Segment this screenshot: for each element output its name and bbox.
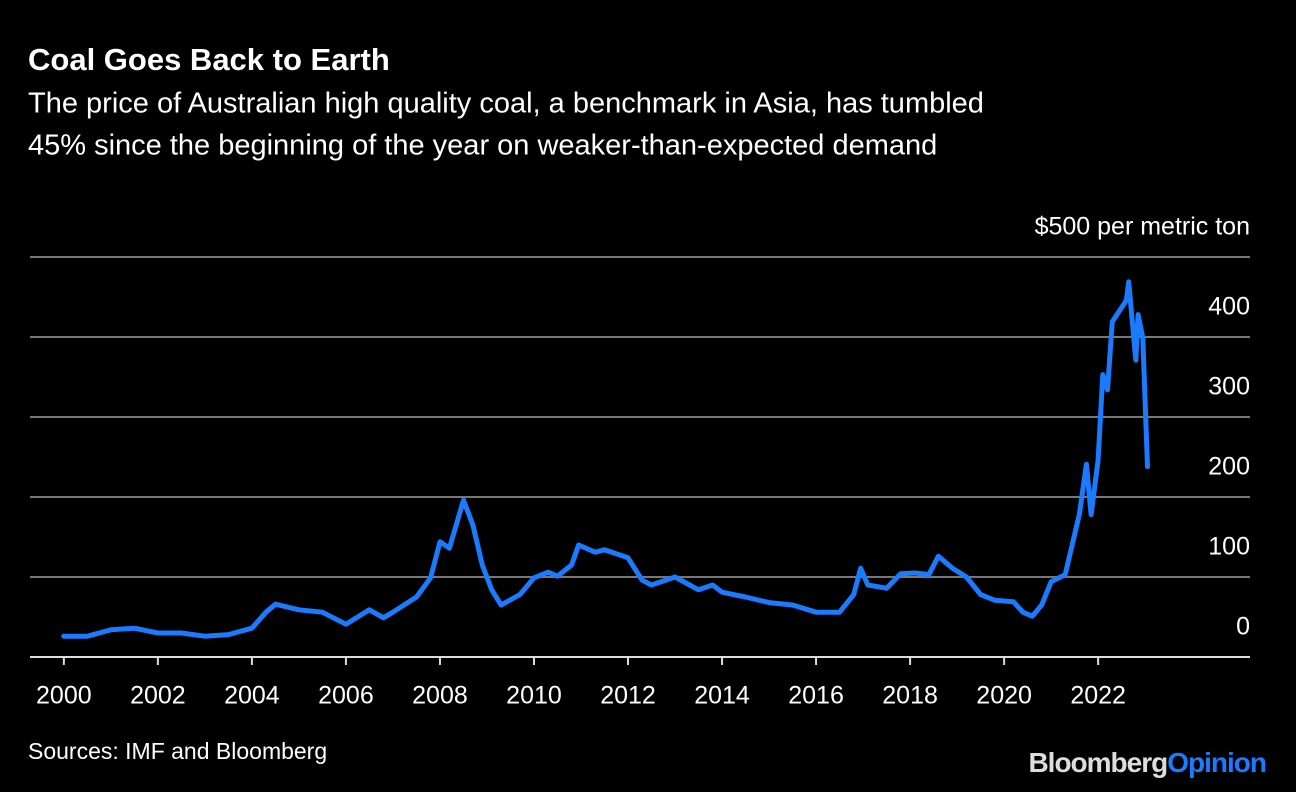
y-tick-label: 400 bbox=[1208, 293, 1250, 321]
y-tick-label: 300 bbox=[1208, 373, 1250, 401]
x-tick-label: 2020 bbox=[976, 682, 1032, 710]
chart-title: Coal Goes Back to Earth bbox=[28, 42, 390, 77]
brand: Bloomberg bbox=[1028, 747, 1167, 778]
y-tick-label: 0 bbox=[1236, 613, 1250, 641]
x-tick-label: 2014 bbox=[694, 682, 750, 710]
x-tick-label: 2016 bbox=[788, 682, 844, 710]
brand-logo: BloombergOpinion bbox=[1028, 747, 1266, 778]
x-tick-label: 2004 bbox=[224, 682, 280, 710]
x-tick-label: 2006 bbox=[318, 682, 374, 710]
x-tick-label: 2022 bbox=[1070, 682, 1126, 710]
chart-subtitle: 45% since the beginning of the year on w… bbox=[28, 130, 937, 162]
y-tick-label: 200 bbox=[1208, 453, 1250, 481]
x-tick-label: 2008 bbox=[412, 682, 468, 710]
source: Sources: IMF and Bloomberg bbox=[28, 738, 327, 764]
x-tick-label: 2000 bbox=[36, 682, 92, 710]
x-tick-label: 2012 bbox=[600, 682, 656, 710]
y-tick-label: 100 bbox=[1208, 533, 1250, 561]
chart-subtitle: The price of Australian high quality coa… bbox=[28, 88, 984, 120]
x-tick-label: 2002 bbox=[130, 682, 186, 710]
price-line bbox=[61, 279, 1150, 639]
x-tick-label: 2018 bbox=[882, 682, 938, 710]
brand-section: Opinion bbox=[1167, 747, 1266, 778]
y-tick-label: $500 per metric ton bbox=[1035, 213, 1250, 241]
x-tick-label: 2010 bbox=[506, 682, 562, 710]
